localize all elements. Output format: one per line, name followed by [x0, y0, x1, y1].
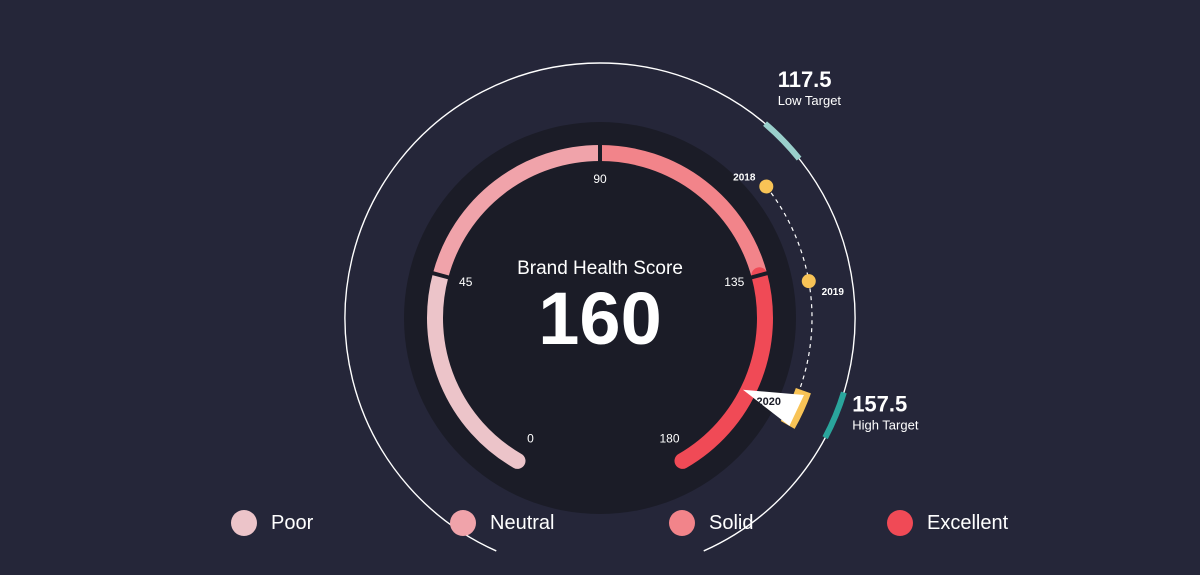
band-arc-solid	[599, 145, 768, 278]
target-value-high-target: 157.5	[852, 392, 907, 417]
band-arc-neutral	[432, 145, 601, 278]
tick-label-180: 180	[659, 431, 679, 445]
target-segment-low-target	[763, 121, 802, 161]
history-year-2018: 2018	[733, 173, 756, 184]
legend-item-poor: Poor	[231, 503, 313, 543]
legend-label-solid: Solid	[709, 511, 754, 534]
tick-label-135: 135	[724, 275, 744, 289]
current-value-pointer	[742, 389, 804, 426]
legend-label-excellent: Excellent	[927, 511, 1009, 534]
band-arc-excellent	[674, 267, 773, 469]
tick-label-0: 0	[527, 431, 534, 445]
gauge-dial-background	[404, 122, 796, 514]
legend-item-solid: Solid	[669, 503, 753, 543]
outer-ring	[344, 62, 856, 552]
legend: Poor Neutral Solid Excellent	[0, 503, 1200, 543]
tick-separator-135	[750, 271, 769, 280]
legend-swatch-neutral	[450, 510, 476, 536]
target-label-low-target: Low Target	[778, 93, 842, 108]
history-year-2019: 2019	[822, 287, 845, 298]
tick-label-90: 90	[593, 172, 607, 186]
legend-label-poor: Poor	[271, 511, 314, 534]
legend-item-excellent: Excellent	[887, 503, 1008, 543]
tick-separator-45	[431, 271, 450, 280]
target-value-low-target: 117.5	[778, 67, 832, 92]
legend-swatch-excellent	[887, 510, 913, 536]
legend-item-neutral: Neutral	[450, 503, 554, 543]
target-segment-high-target	[822, 391, 847, 440]
legend-label-neutral: Neutral	[490, 511, 555, 534]
gauge-value: 160	[538, 277, 661, 360]
gauge-title: Brand Health Score	[517, 258, 683, 279]
tick-label-45: 45	[459, 275, 473, 289]
legend-swatch-solid	[669, 510, 695, 536]
history-trail	[765, 186, 813, 400]
history-dot-2019	[801, 274, 816, 289]
current-year-label: 2020	[756, 396, 780, 408]
history-dot-2018	[759, 179, 774, 194]
legend-swatch-poor	[231, 510, 257, 536]
target-label-high-target: High Target	[852, 418, 919, 433]
band-arc-poor	[427, 267, 526, 469]
